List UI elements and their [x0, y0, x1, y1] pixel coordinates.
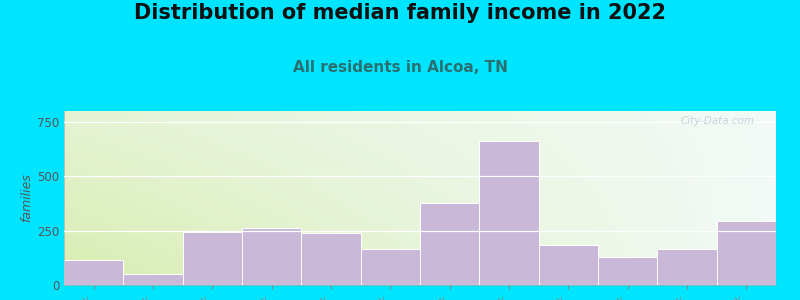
- Bar: [598, 257, 658, 285]
- Bar: [361, 249, 420, 285]
- Text: Distribution of median family income in 2022: Distribution of median family income in …: [134, 3, 666, 23]
- Bar: [717, 221, 776, 285]
- Bar: [64, 260, 123, 285]
- Bar: [538, 245, 598, 285]
- Bar: [658, 249, 717, 285]
- Bar: [302, 233, 361, 285]
- Text: City-Data.com: City-Data.com: [681, 116, 754, 126]
- Bar: [123, 274, 182, 285]
- Y-axis label: families: families: [20, 174, 33, 222]
- Bar: [242, 229, 302, 285]
- Bar: [182, 232, 242, 285]
- Bar: [479, 141, 538, 285]
- Text: All residents in Alcoa, TN: All residents in Alcoa, TN: [293, 60, 507, 75]
- Bar: [420, 203, 479, 285]
